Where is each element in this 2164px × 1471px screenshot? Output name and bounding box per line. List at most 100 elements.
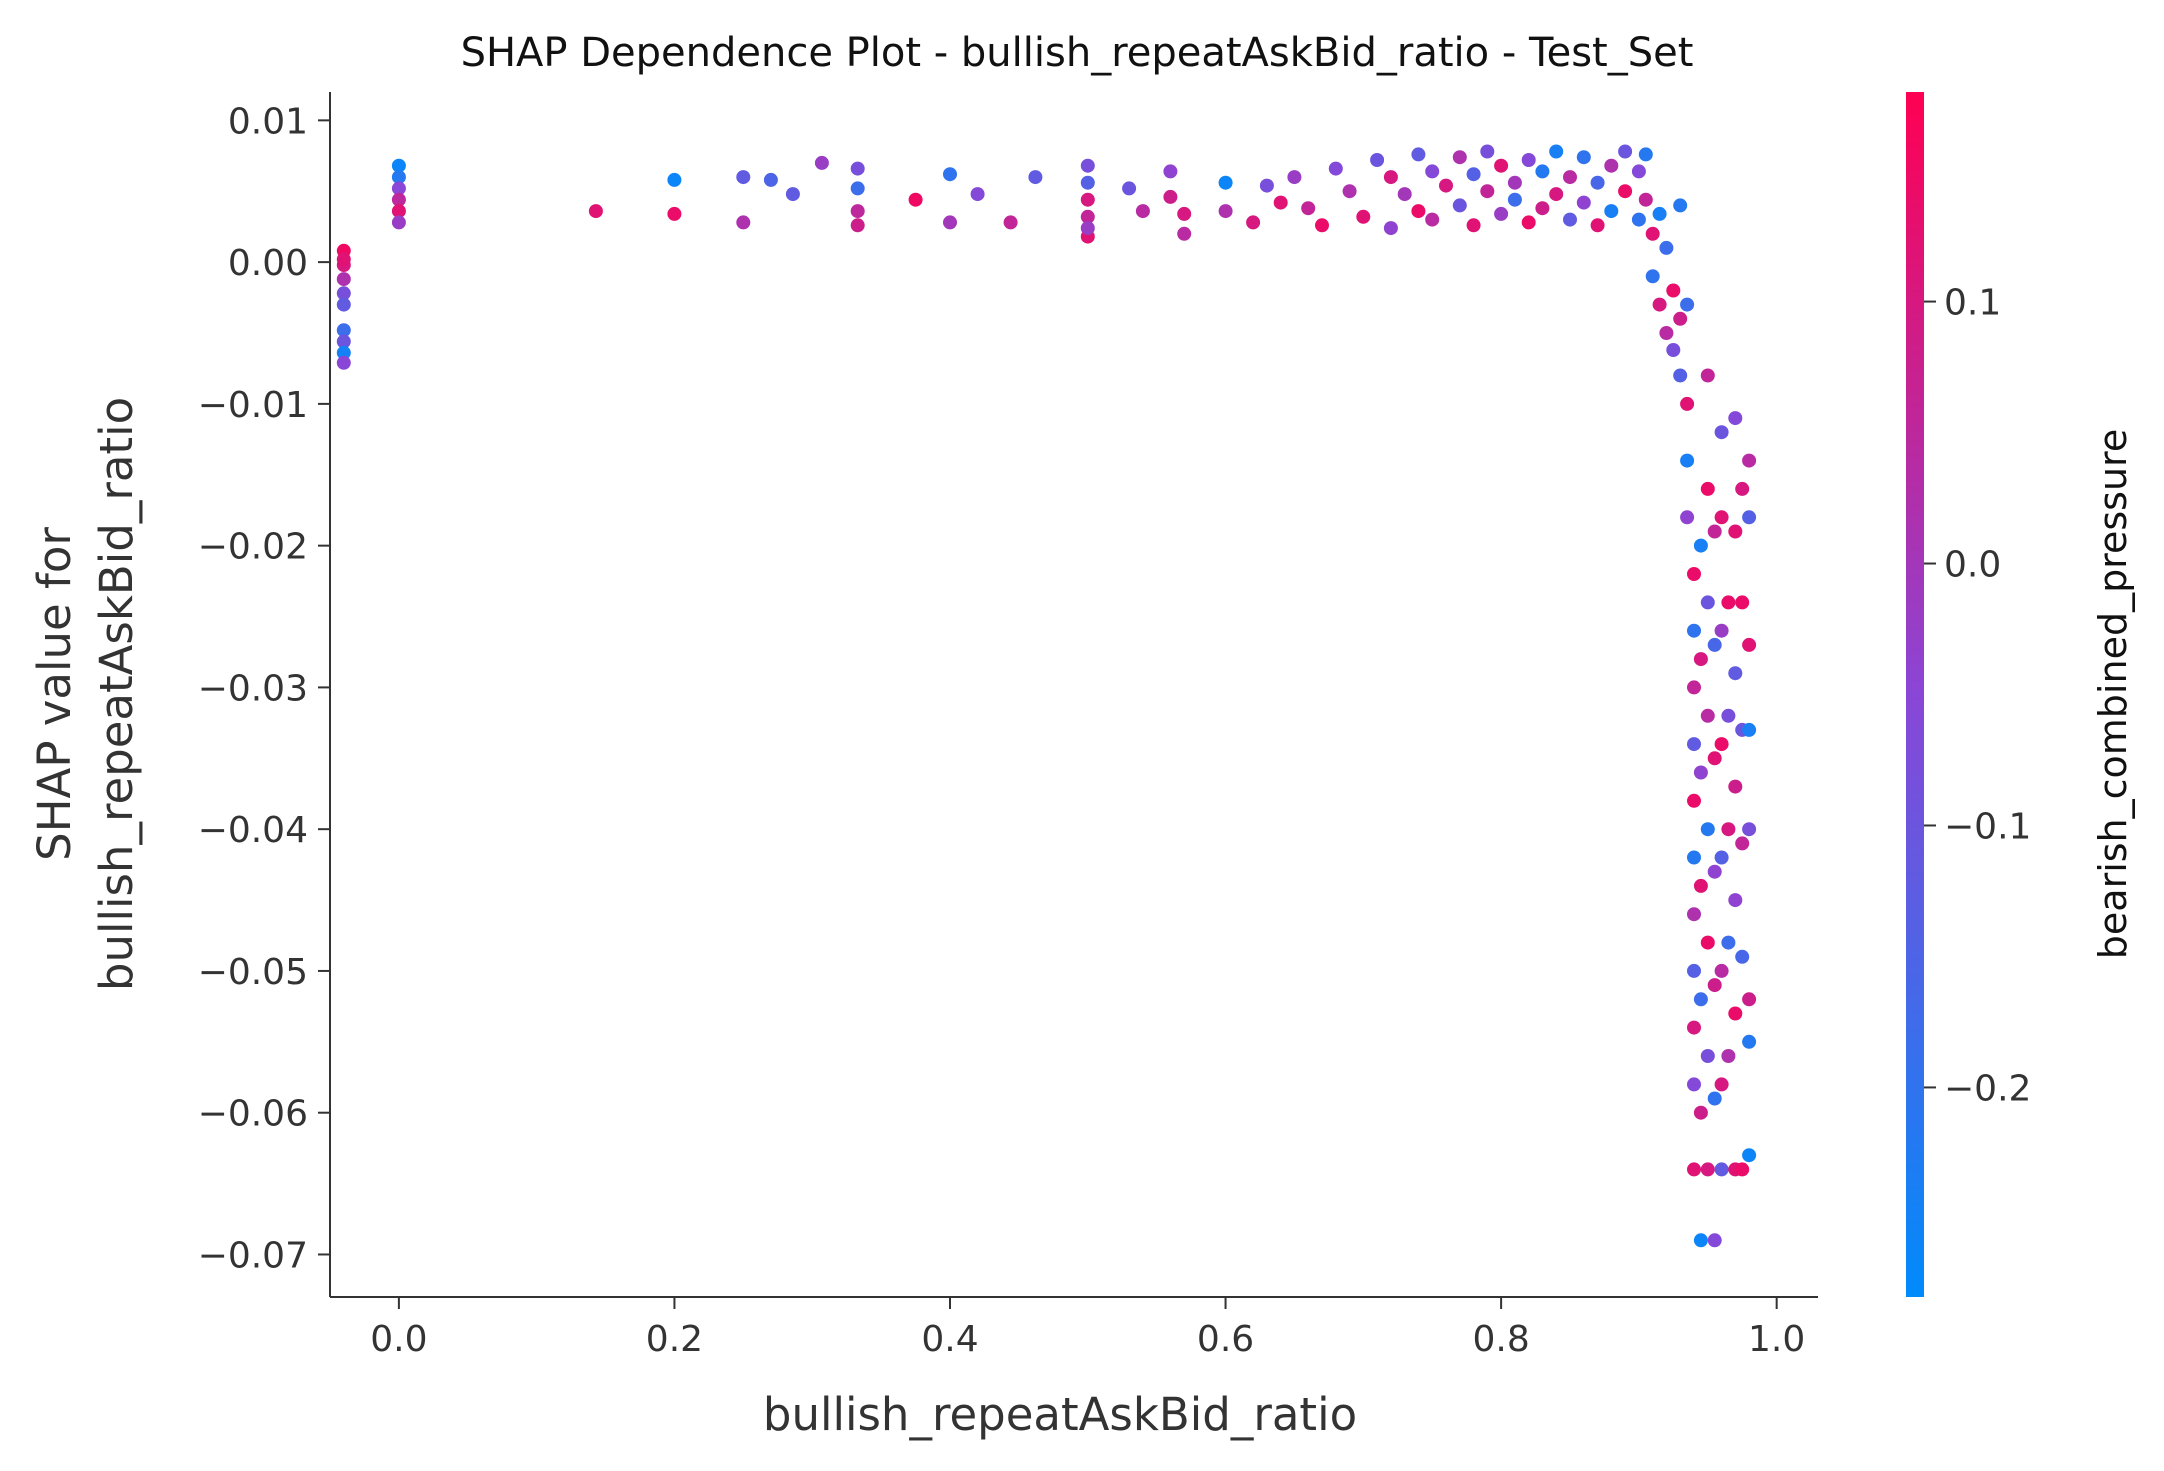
- scatter-point: [1687, 793, 1701, 808]
- scatter-point: [1521, 153, 1536, 167]
- scatter-point: [736, 170, 751, 185]
- scatter-point: [1507, 175, 1522, 190]
- scatter-point: [1563, 170, 1577, 185]
- scatter-point: [588, 204, 603, 219]
- scatter-point: [1714, 1077, 1729, 1092]
- scatter-point: [1452, 198, 1467, 213]
- scatter-point: [1721, 595, 1736, 610]
- scatter-point: [1452, 150, 1467, 165]
- scatter-point: [1680, 396, 1695, 411]
- scatter-point: [943, 215, 957, 230]
- colorbar-tick-label: −0.1: [1944, 806, 2031, 847]
- scatter-point: [391, 158, 406, 173]
- scatter-point: [1177, 226, 1192, 241]
- y-tick-label: −0.06: [198, 1094, 308, 1135]
- scatter-point: [1700, 708, 1715, 723]
- scatter-point: [1645, 226, 1660, 241]
- scatter-point: [1080, 209, 1095, 224]
- scatter-point: [1003, 215, 1018, 230]
- x-tick-label: 0.2: [646, 1319, 703, 1360]
- scatter-point: [1652, 206, 1667, 221]
- scatter-point: [1659, 326, 1674, 340]
- scatter-point: [1673, 198, 1688, 213]
- scatter-point: [1163, 189, 1178, 204]
- scatter-point: [1728, 779, 1743, 794]
- scatter-point: [943, 167, 957, 182]
- scatter-point: [1721, 1049, 1736, 1063]
- scatter-point: [1259, 178, 1274, 193]
- y-tick-label: 0.01: [228, 101, 308, 142]
- scatter-point: [1707, 637, 1722, 652]
- scatter-point: [1549, 144, 1564, 159]
- scatter-point: [391, 170, 406, 185]
- scatter-point: [1693, 765, 1708, 780]
- scatter-point: [1080, 158, 1095, 173]
- scatter-point: [1728, 666, 1743, 681]
- scatter-point: [1521, 215, 1536, 230]
- scatter-point: [1707, 864, 1722, 879]
- scatter-point: [1687, 850, 1701, 865]
- scatter-point: [1687, 680, 1701, 695]
- scatter-point: [336, 345, 351, 360]
- scatter-point: [1080, 221, 1095, 236]
- scatter-point: [1370, 153, 1385, 167]
- scatter-point: [1680, 453, 1695, 468]
- scatter-point: [1714, 623, 1729, 638]
- scatter-point: [1687, 1020, 1701, 1035]
- x-tick-label: 0.8: [1472, 1319, 1529, 1360]
- scatter-point: [1714, 1162, 1729, 1177]
- scatter-point: [336, 355, 351, 370]
- scatter-point: [1714, 510, 1729, 525]
- scatter-point: [1700, 481, 1715, 496]
- scatter-point: [391, 204, 406, 219]
- scatter-point: [1742, 637, 1757, 652]
- scatter-point: [1631, 212, 1646, 227]
- y-tick-label: 0.00: [228, 243, 308, 284]
- scatter-point: [1618, 184, 1633, 199]
- scatter-point: [1080, 175, 1095, 190]
- scatter-point: [908, 192, 923, 207]
- scatter-point: [1707, 524, 1722, 539]
- plot-area: 0.0 0.2 0.4 0.6 0.8 1.0 0.01 0.00 −0.01 −0.02 −0.…: [198, 92, 1818, 1360]
- scatter-point: [336, 334, 351, 349]
- scatter-point: [1480, 184, 1495, 199]
- y-tick-label: −0.01: [198, 385, 308, 426]
- y-tick-label: −0.04: [198, 810, 308, 851]
- scatter-point: [1742, 992, 1757, 1007]
- scatter-point: [763, 172, 778, 187]
- scatter-point: [736, 215, 751, 230]
- scatter-point: [1638, 147, 1653, 162]
- scatter-point: [1604, 158, 1619, 173]
- scatter-point: [1535, 201, 1550, 216]
- scatter-point: [1714, 737, 1729, 752]
- scatter-point: [1666, 283, 1681, 298]
- scatter-point: [1721, 822, 1736, 837]
- colorbar-tick-label: 0.0: [1944, 545, 2001, 586]
- y-tick-label: −0.07: [198, 1235, 308, 1276]
- scatter-point: [1693, 878, 1708, 893]
- scatter-point: [1700, 1162, 1715, 1177]
- y-ticks: 0.01 0.00 −0.01 −0.02 −0.03 −0.04 −0.05 −0.06 −0…: [198, 101, 330, 1276]
- scatter-point: [1652, 297, 1667, 312]
- scatter-point: [850, 218, 865, 233]
- scatter-point: [1466, 218, 1481, 233]
- scatter-point: [814, 155, 829, 170]
- scatter-point: [1163, 164, 1178, 179]
- scatter-point: [1645, 269, 1660, 284]
- scatter-point: [1742, 722, 1757, 737]
- scatter-point: [1576, 150, 1591, 165]
- chart-title: SHAP Dependence Plot - bullish_repeatAsk…: [461, 30, 1694, 76]
- scatter-point: [1246, 215, 1261, 230]
- scatter-point: [336, 323, 351, 338]
- x-axis-label: bullish_repeatAskBid_ratio: [763, 1388, 1357, 1441]
- scatter-point: [1342, 184, 1357, 199]
- scatter-point: [1735, 1162, 1750, 1177]
- scatter-point: [336, 252, 351, 267]
- scatter-point: [1315, 218, 1329, 233]
- colorbar-label: bearish_combined_pressure: [2091, 429, 2135, 959]
- scatter-point: [1301, 201, 1316, 216]
- colorbar: 0.1 0.0 −0.1 −0.2 bearish_combined_pressure: [1906, 92, 2135, 1297]
- scatter-point: [1590, 175, 1605, 190]
- colorbar-tick-label: 0.1: [1944, 283, 2001, 324]
